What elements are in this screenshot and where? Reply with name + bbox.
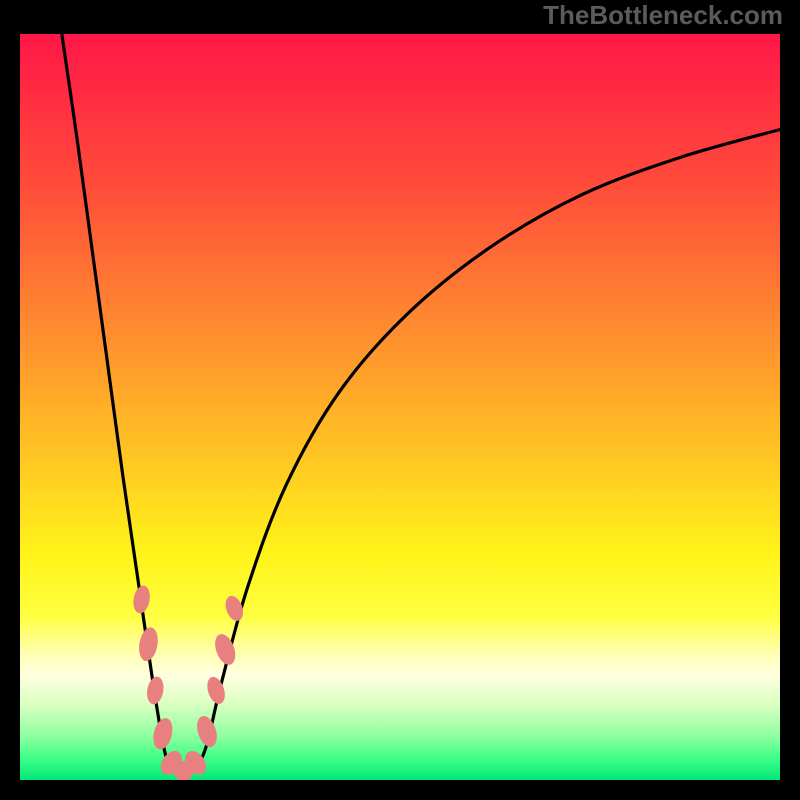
- marker-group: [131, 584, 246, 780]
- marker-bead: [150, 716, 175, 751]
- marker-bead: [193, 714, 220, 750]
- plot-area: [20, 34, 780, 780]
- marker-bead: [204, 675, 228, 707]
- curve-layer: [20, 34, 780, 780]
- marker-bead: [131, 584, 152, 614]
- marker-bead: [145, 675, 166, 705]
- marker-bead: [137, 626, 161, 663]
- chart-frame: TheBottleneck.com: [0, 0, 800, 800]
- watermark-text: TheBottleneck.com: [543, 0, 783, 31]
- bottleneck-curve-path: [62, 34, 780, 771]
